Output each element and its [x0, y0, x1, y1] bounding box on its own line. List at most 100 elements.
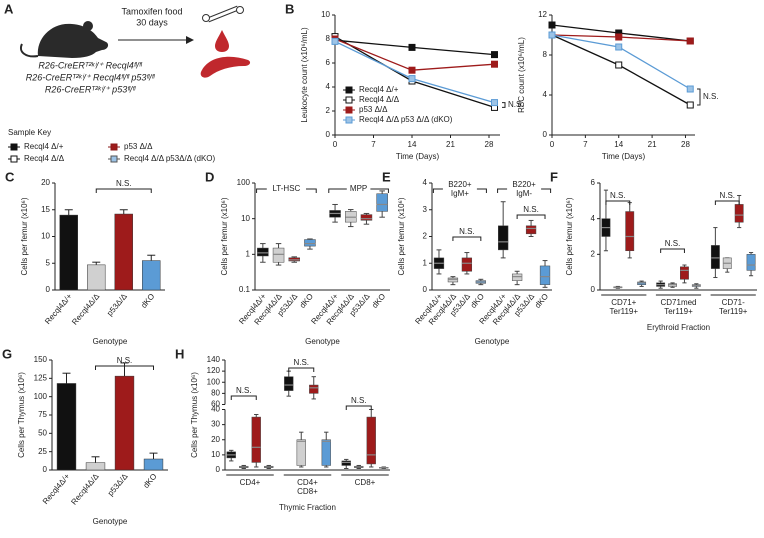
y-tick-label: 6 [326, 58, 331, 67]
box [376, 193, 388, 212]
bar [87, 264, 106, 291]
marker [491, 51, 498, 59]
key-label: Recql4 Δ/Δ [24, 154, 65, 163]
y-tick-label: 100 [237, 178, 251, 187]
x-tick-label: Recql4Δ/Δ [69, 471, 101, 506]
schematic: A Tamoxifen food 30 days R26-CreERᵀ²ᵏⁱ/⁺… [4, 1, 251, 137]
genotype: R26-CreERᵀ²ᵏⁱ/⁺ p53ᶠˡ/ᶠˡ [45, 84, 136, 94]
food-label: Tamoxifen food [121, 6, 182, 16]
annotation: N.S. [610, 191, 626, 200]
legend-marker [345, 106, 353, 114]
y-tick-label: 20 [41, 178, 50, 187]
box [525, 225, 537, 235]
ns-bracket [95, 365, 154, 370]
y-tick-label: 0 [326, 130, 331, 139]
group-label: CD71- [722, 298, 745, 307]
x-tick-label: dKO [141, 472, 158, 490]
legend-label: Recql4 Δ/+ [359, 85, 399, 94]
ns-bracket [502, 102, 506, 108]
y-tick-label: 5 [46, 258, 51, 267]
marker [615, 61, 623, 69]
group-label: MPP [350, 184, 367, 193]
arrow-head [186, 36, 194, 44]
y-axis-title: Cells per femur (x10⁶) [20, 197, 29, 275]
x-axis-title: Time (Days) [602, 152, 646, 161]
y-tick-label: 10 [241, 214, 250, 223]
x-tick-label: 0 [333, 140, 338, 149]
ns-bracket [660, 248, 685, 253]
y-tick-label: 60 [211, 400, 220, 409]
marker [548, 21, 556, 29]
y-tick-label: 0.1 [239, 285, 251, 294]
marker [491, 60, 498, 68]
y-tick-label: 100 [34, 392, 48, 401]
y-tick-label: 0 [46, 285, 51, 294]
legend-label: p53 Δ/Δ [359, 105, 388, 114]
y-tick-label: 0 [543, 130, 548, 139]
y-tick-label: 3 [423, 205, 428, 214]
marker [408, 75, 416, 83]
y-axis-title: Cells per femur (x10⁶) [565, 197, 574, 275]
x-tick-label: p53Δ/Δ [106, 471, 130, 497]
y-tick-label: 30 [211, 420, 220, 429]
box [257, 247, 269, 257]
x-axis-title: Erythroid Fraction [647, 323, 710, 332]
legend-marker [345, 86, 353, 94]
group-label: CD71+ [611, 298, 636, 307]
bone-icon [207, 6, 239, 22]
bar [56, 383, 77, 471]
y-tick-label: 20 [211, 435, 220, 444]
annotation: N.S. [459, 227, 475, 236]
y-tick-label: 1 [246, 249, 251, 258]
key-marker [110, 155, 118, 163]
ns-bracket [288, 367, 315, 372]
bar [59, 214, 78, 291]
legend-label: Recql4 Δ/Δ p53 Δ/Δ (dKO) [359, 115, 453, 124]
group-label: B220+ [512, 180, 536, 189]
annotation: N.S. [719, 191, 735, 200]
legend-marker [345, 96, 353, 104]
key-label: Recql4 Δ/+ [24, 142, 64, 151]
box [461, 257, 473, 272]
x-tick-label: 14 [408, 140, 417, 149]
x-tick-label: 7 [583, 140, 588, 149]
y-tick-label: 8 [326, 34, 331, 43]
annotation: N.S. [116, 179, 132, 188]
marker [615, 43, 623, 51]
annotation: N.S. [508, 100, 524, 109]
y-tick-label: 6 [591, 178, 596, 187]
x-tick-label: 7 [371, 140, 376, 149]
y-tick-label: 125 [34, 373, 48, 382]
y-tick-label: 140 [207, 355, 221, 364]
y-tick-label: 120 [207, 366, 221, 375]
bar [114, 375, 135, 471]
bone-end [236, 6, 244, 14]
annotation: N.S. [293, 358, 309, 367]
y-tick-label: 0 [591, 285, 596, 294]
y-tick-label: 0 [216, 465, 221, 474]
x-tick-label: dKO [298, 292, 315, 310]
x-tick-label: dKO [139, 292, 156, 310]
group-label: Ter119+ [610, 307, 639, 316]
box [539, 265, 551, 285]
genotype: R26-CreERᵀ²ᵏⁱ/⁺ Recql4ᶠˡ/ᶠˡ p53ᶠˡ/ᶠˡ [26, 72, 156, 82]
group-label: IgM- [516, 189, 532, 198]
ns-bracket [516, 214, 546, 219]
marker [615, 33, 623, 41]
group-label: LT-HSC [272, 184, 300, 193]
ns-bracket [230, 395, 257, 400]
y-tick-label: 4 [423, 178, 428, 187]
y-tick-label: 50 [38, 428, 47, 437]
blood-icon [215, 30, 229, 52]
x-axis-title: Genotype [93, 517, 128, 526]
box [625, 211, 635, 252]
x-axis-title: Thymic Fraction [279, 503, 336, 512]
panel-label: G [2, 346, 12, 361]
group-bracket [370, 188, 389, 193]
y-axis-title: Leukocyte count (x10⁶/mL) [300, 27, 309, 123]
y-tick-label: 8 [543, 50, 548, 59]
x-axis-title: Genotype [305, 337, 340, 346]
y-tick-label: 40 [211, 405, 220, 414]
annotation: N.S. [236, 386, 252, 395]
